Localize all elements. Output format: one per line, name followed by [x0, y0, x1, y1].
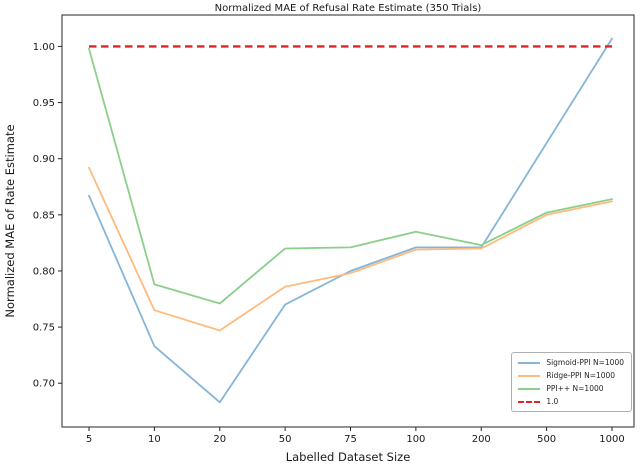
series-line-sigmoid-ppi-n-1000 [88, 37, 613, 404]
legend-box: Sigmoid-PPI N=1000 Ridge-PPI N=1000 PPI++ … [511, 352, 632, 412]
legend-label: 1.0 [546, 397, 559, 406]
x-tick-label: 1000 [599, 434, 624, 445]
y-axis-label: Normalized MAE of Rate Estimate [3, 124, 17, 317]
series-line-ppi-n-1000 [88, 47, 613, 305]
x-tick-label: 75 [344, 434, 357, 445]
y-tick-label: 0.70 [33, 379, 55, 390]
plot-area: 0.70 0.75 0.80 0.85 0.90 0.95 1.00 5 10 20 50 75 100… [33, 14, 635, 445]
legend-line-swatch [518, 361, 541, 364]
legend-item: PPI++ N=1000 [518, 383, 624, 394]
x-tick-label: 10 [148, 434, 161, 445]
legend-line-swatch [518, 374, 541, 377]
y-tick-label: 0.80 [33, 266, 55, 277]
x-tick-label: 200 [472, 434, 491, 445]
plot-border [61, 14, 635, 428]
legend-item: Ridge-PPI N=1000 [518, 370, 624, 381]
y-tick-label: 0.95 [33, 98, 55, 109]
y-tick-label: 0.85 [33, 210, 55, 221]
series-line-ridge-ppi-n-1000 [88, 166, 613, 332]
legend-item: 1.0 [518, 396, 624, 407]
legend-item: Sigmoid-PPI N=1000 [518, 357, 624, 368]
y-tick-label: 1.00 [33, 42, 55, 53]
legend-line-swatch [518, 400, 541, 403]
legend-line-swatch [518, 387, 541, 390]
x-axis-label: Labelled Dataset Size [286, 450, 411, 464]
x-tick-label: 5 [86, 434, 92, 445]
x-tick-label: 50 [279, 434, 292, 445]
legend-label: Sigmoid-PPI N=1000 [546, 358, 624, 367]
legend-label: Ridge-PPI N=1000 [546, 371, 616, 380]
x-tick-label: 20 [213, 434, 226, 445]
y-tick-label: 0.90 [33, 154, 55, 165]
chart-title: Normalized MAE of Refusal Rate Estimate … [215, 3, 482, 14]
x-tick-label: 100 [406, 434, 425, 445]
x-tick-label: 500 [537, 434, 556, 445]
y-tick-label: 0.75 [33, 323, 55, 334]
legend-label: PPI++ N=1000 [546, 384, 604, 393]
